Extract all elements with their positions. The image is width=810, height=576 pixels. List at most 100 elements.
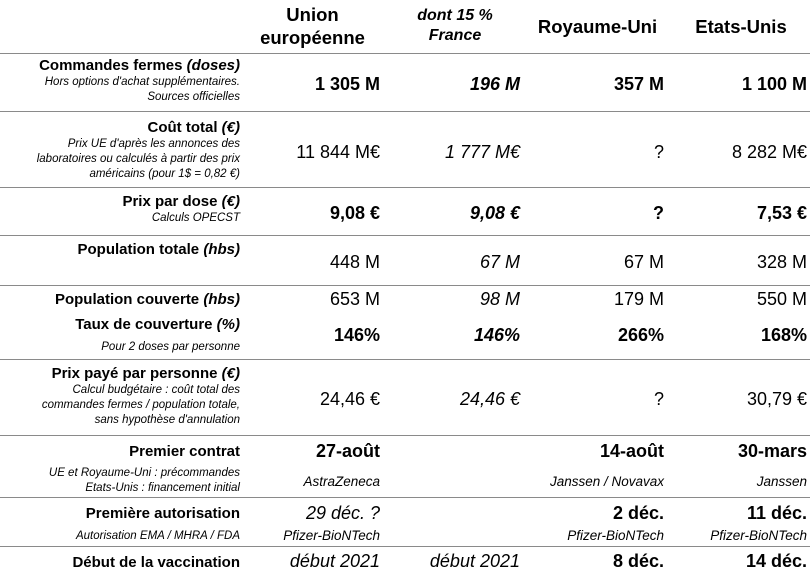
cell-eu: début 2021: [289, 551, 380, 571]
row-couverture: Population couverte (hbs) 653 M 98 M 179…: [0, 285, 810, 360]
cell-fr: 1 777 M€: [444, 142, 520, 162]
row-title: Coût total: [147, 119, 222, 136]
row-title: Population totale: [77, 241, 204, 258]
cell-uk: ?: [653, 203, 664, 223]
cell-uk-lab: Pfizer-BioNTech: [567, 528, 664, 543]
cell-uk: 14-août: [599, 441, 664, 461]
cell-us: 11 déc.: [746, 503, 807, 523]
row-cout: Coût total (€) Prix UE d'après les annon…: [0, 111, 810, 188]
header-us-label: Etats-Unis: [695, 15, 787, 37]
header-uk-label: Royaume-Uni: [537, 15, 658, 37]
cell-us: 8 282 M€: [731, 142, 807, 162]
cell-uk: 179 M: [613, 289, 664, 309]
row-title-unit: (hbs): [203, 241, 240, 258]
row-subtitle: Hors options d'achat supplémentaires.: [44, 76, 240, 88]
cell-fr: 146%: [473, 325, 520, 345]
cell-us: 1 100 M: [741, 74, 807, 94]
cell-uk: 67 M: [623, 252, 664, 272]
cell-uk: 8 déc.: [612, 551, 664, 571]
row-title-unit: (€): [221, 119, 240, 136]
row-subtitle: sans hypothèse d'annulation: [94, 414, 240, 426]
cell-us-lab: Pfizer-BioNTech: [710, 528, 807, 543]
header-eu-line1: Union: [286, 4, 339, 25]
cell-fr: 9,08 €: [469, 203, 520, 223]
cell-eu: 11 844 M€: [296, 142, 380, 162]
row-subtitle: Sources officielles: [147, 91, 240, 103]
header-eu-line2: européenne: [260, 27, 365, 48]
row-title-unit: (doses): [186, 57, 240, 74]
cell-fr: 196 M: [469, 74, 520, 94]
cell-fr: 67 M: [479, 252, 520, 272]
row-subtitle: Etats-Unis : financement initial: [85, 482, 240, 494]
cell-uk: ?: [653, 389, 664, 409]
cell-uk: 2 déc.: [612, 503, 664, 523]
row-prix-dose: Prix par dose (€) Calculs OPECST 9,08 € …: [0, 187, 810, 236]
row-title: Premier contrat: [129, 443, 240, 460]
cell-us: 7,53 €: [756, 203, 807, 223]
cell-us-lab: Janssen: [756, 474, 807, 489]
row-contrat-label: Premier contrat UE et Royaume-Uni : préc…: [0, 442, 240, 496]
row-title-unit: (hbs): [203, 291, 240, 308]
cell-eu-lab: Pfizer-BioNTech: [283, 528, 380, 543]
cell-uk: ?: [653, 142, 664, 162]
row-autorisation-label: Première autorisation Autorisation EMA /…: [0, 504, 240, 544]
row-autorisation: Première autorisation Autorisation EMA /…: [0, 497, 810, 547]
row-prix-personne: Prix payé par personne (€) Calcul budgét…: [0, 359, 810, 436]
header-eu: Union européenne: [240, 0, 385, 52]
cell-uk: 357 M: [613, 74, 664, 94]
row-title-unit: (€): [221, 365, 240, 382]
row-title: Prix payé par personne: [51, 365, 222, 382]
row-subtitle: Calcul budgétaire : coût total des: [72, 384, 241, 396]
cell-eu: 1 305 M: [314, 74, 380, 94]
row-cout-label: Coût total (€) Prix UE d'après les annon…: [0, 118, 240, 182]
row-title: Prix par dose: [122, 193, 222, 210]
row-couverte-label: Population couverte (hbs): [0, 290, 240, 309]
cell-us: 550 M: [756, 289, 807, 309]
row-subtitle: Calculs OPECST: [151, 212, 240, 224]
cell-eu: 24,46 €: [319, 389, 380, 409]
row-population: Population totale (hbs) 448 M 67 M 67 M …: [0, 235, 810, 286]
row-title-unit: (%): [216, 316, 240, 333]
cell-eu-lab: AstraZeneca: [303, 474, 380, 489]
row-subtitle: commandes fermes / population totale,: [41, 399, 240, 411]
header-uk: Royaume-Uni: [525, 0, 670, 52]
cell-eu: 146%: [333, 325, 380, 345]
row-prix-personne-label: Prix payé par personne (€) Calcul budgét…: [0, 364, 240, 428]
cell-uk: 266%: [617, 325, 664, 345]
header-fr: dont 15 % France: [385, 0, 525, 52]
row-title: Commandes fermes: [39, 57, 187, 74]
row-subtitle: américains (pour 1$ = 0,82 €): [89, 168, 240, 180]
row-title: Taux de couverture: [75, 316, 217, 333]
row-commandes-label: Commandes fermes (doses) Hors options d'…: [0, 56, 240, 105]
cell-fr: 98 M: [479, 289, 520, 309]
cell-eu: 29 déc. ?: [305, 503, 380, 523]
row-title: Première autorisation: [85, 505, 240, 522]
row-population-label: Population totale (hbs): [0, 240, 240, 259]
row-title-unit: (€): [221, 193, 240, 210]
row-subtitle: laboratoires ou calculés à partir des pr…: [36, 153, 240, 165]
cell-us: 30-mars: [737, 441, 807, 461]
row-vaccination: Début de la vaccination début 2021 début…: [0, 546, 810, 576]
row-vaccination-label: Début de la vaccination: [0, 553, 240, 572]
cell-eu: 9,08 €: [329, 203, 380, 223]
row-subtitle: Autorisation EMA / MHRA / FDA: [75, 530, 240, 542]
row-title: Population couverte: [54, 291, 204, 308]
cell-us: 14 déc.: [745, 551, 807, 571]
cell-us: 30,79 €: [746, 389, 807, 409]
cell-eu: 448 M: [329, 252, 380, 272]
cell-fr: début 2021: [429, 551, 520, 571]
cell-us: 328 M: [756, 252, 807, 272]
cell-fr: 24,46 €: [459, 389, 520, 409]
header-fr-line1: dont 15 %: [417, 7, 493, 24]
cell-us: 168%: [760, 325, 807, 345]
row-commandes: Commandes fermes (doses) Hors options d'…: [0, 53, 810, 112]
row-title: Début de la vaccination: [72, 554, 240, 571]
row-contrat: Premier contrat UE et Royaume-Uni : préc…: [0, 435, 810, 498]
cell-uk-lab: Janssen / Novavax: [549, 474, 664, 489]
row-subtitle: UE et Royaume-Uni : précommandes: [48, 467, 240, 479]
row-subtitle: Prix UE d'après les annonces des: [67, 138, 240, 150]
header-fr-line2: France: [428, 27, 482, 44]
row-taux-label: Taux de couverture (%) Pour 2 doses par …: [0, 315, 240, 355]
cell-eu: 653 M: [329, 289, 380, 309]
cell-eu: 27-août: [315, 441, 380, 461]
